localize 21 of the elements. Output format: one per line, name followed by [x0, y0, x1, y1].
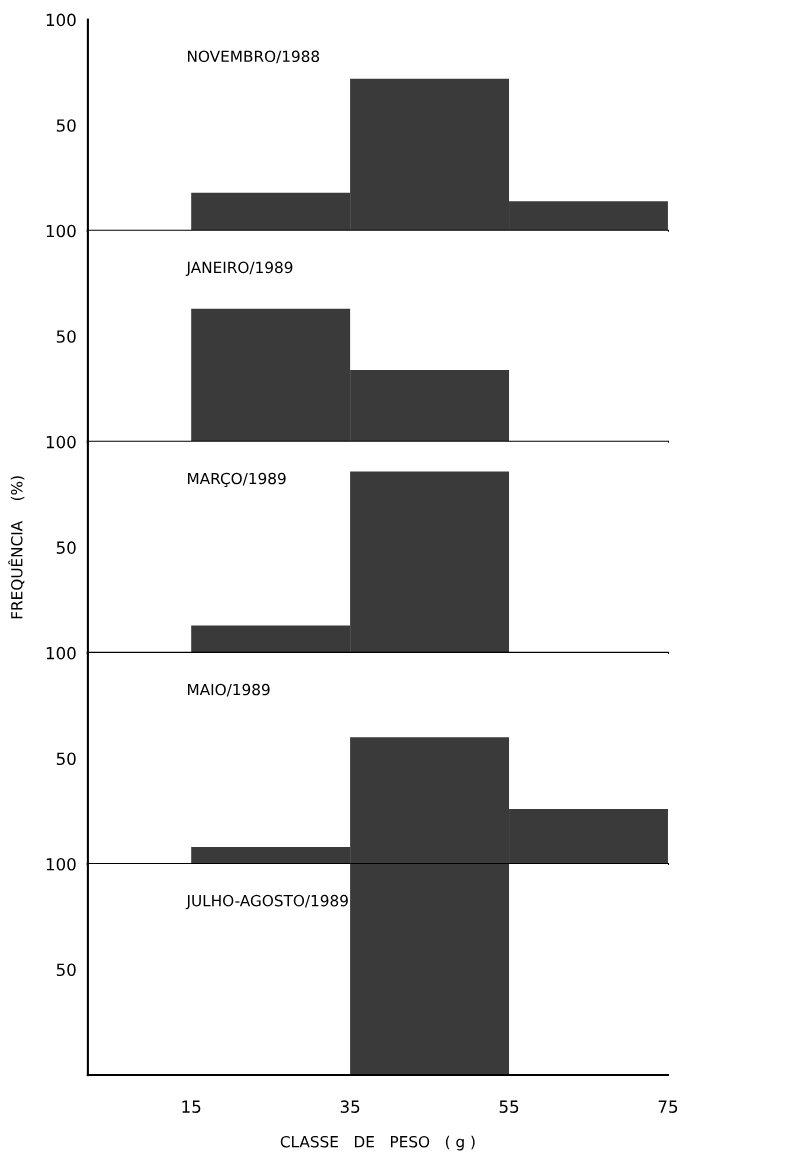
text: MARÇO/1989 [188, 472, 286, 487]
text: NOVEMBRO/1988 [188, 50, 320, 64]
y-tick-label: 50 [56, 119, 76, 132]
x-tick-label: 35 [340, 1100, 360, 1113]
x-tick-label: 75 [658, 1100, 678, 1113]
y-tick-label: 50 [56, 330, 76, 343]
y-tick-label: 100 [46, 646, 76, 660]
y-axis-title: FREQUÊNCIA (%) [8, 476, 25, 619]
text: MAIO/1989 [188, 683, 270, 697]
x-tick-label: 55 [499, 1100, 519, 1113]
text: JULHO-AGOSTO/1989 [185, 894, 348, 910]
y-tick-label: 100 [46, 13, 76, 27]
y-tick-label: 100 [46, 857, 76, 871]
y-tick-label: 100 [46, 224, 76, 238]
x-axis-title: CLASSE DE PESO ( g ) [280, 1135, 475, 1151]
y-tick-label: 50 [56, 963, 76, 977]
x-tick-label: 15 [182, 1100, 201, 1113]
y-tick-label: 100 [46, 435, 76, 449]
text: JANEIRO/1989 [185, 261, 293, 277]
y-tick-label: 50 [56, 752, 76, 766]
y-tick-label: 50 [56, 541, 76, 554]
